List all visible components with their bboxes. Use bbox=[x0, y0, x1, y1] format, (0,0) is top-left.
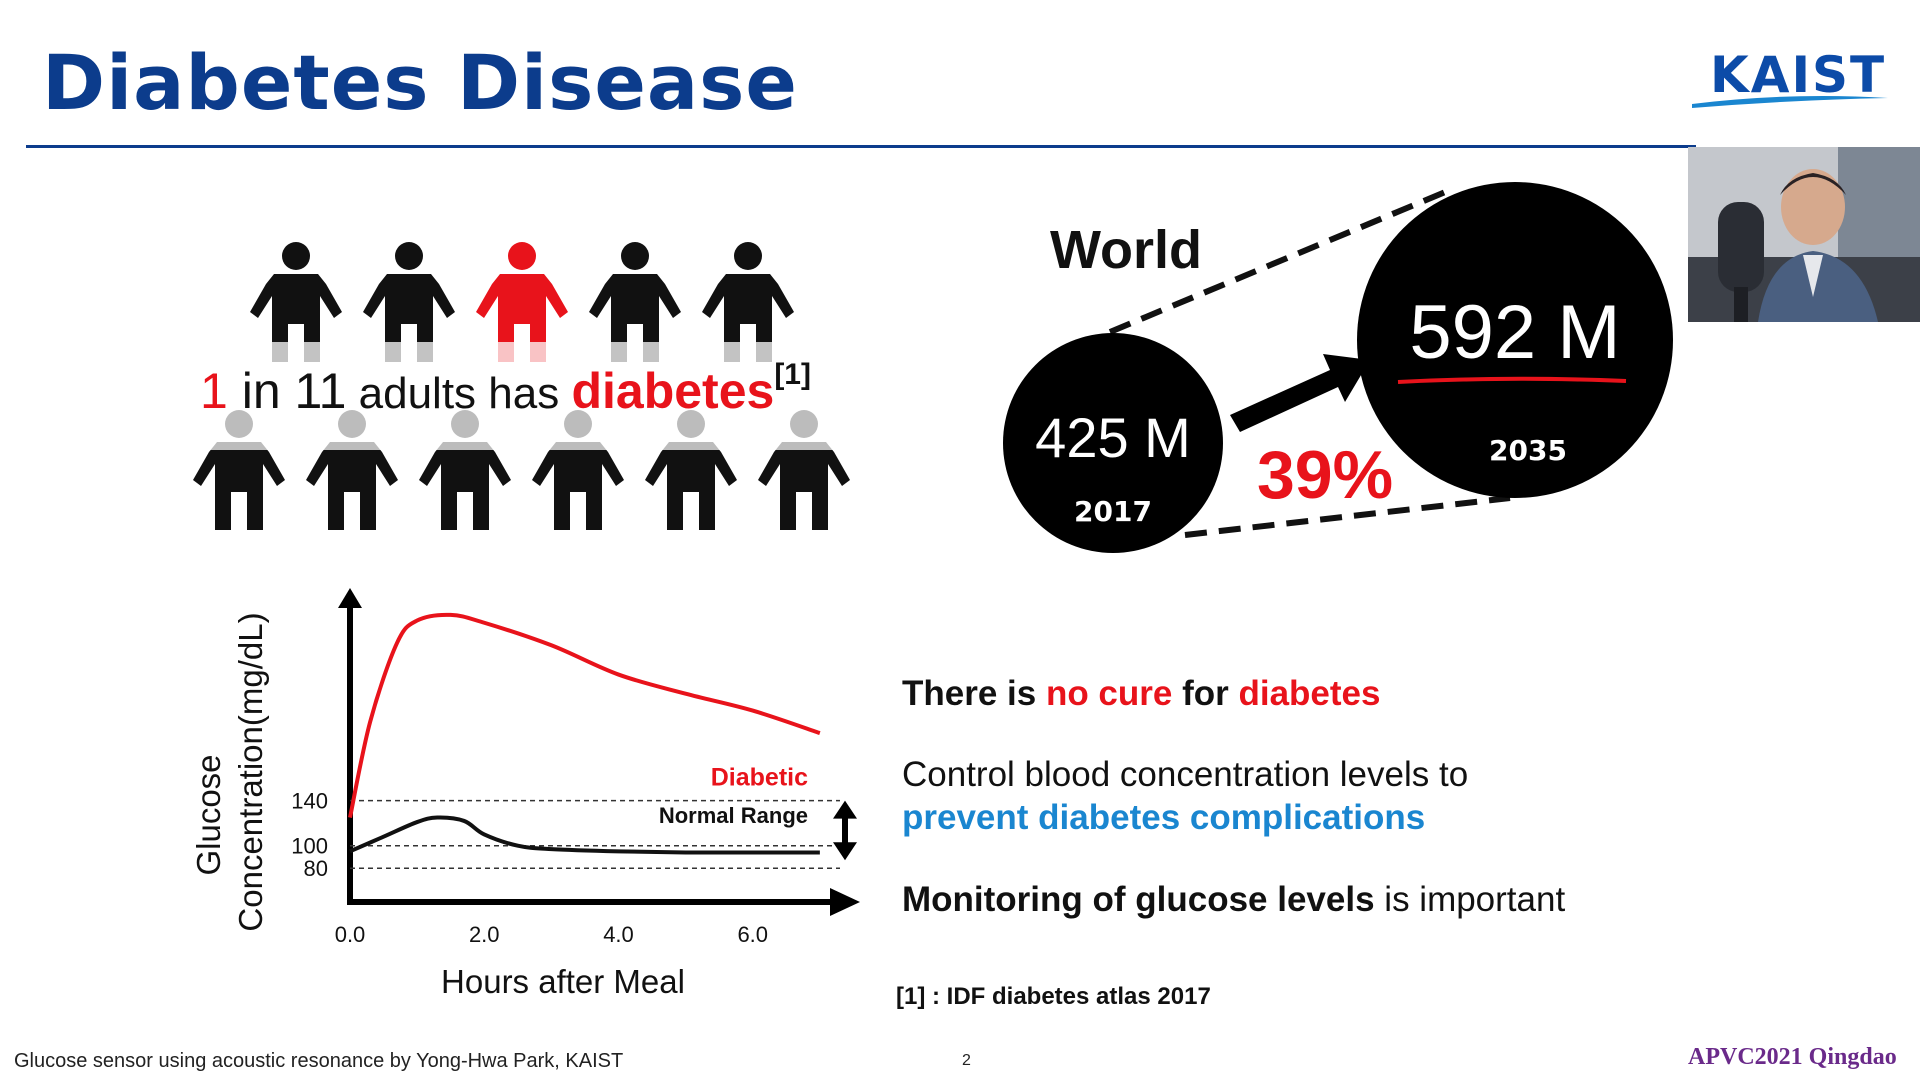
stat-adults-text: adults has bbox=[346, 369, 572, 418]
x-tick-label: 2.0 bbox=[469, 922, 500, 947]
page-number: 2 bbox=[962, 1052, 971, 1069]
year-2035: 2035 bbox=[1489, 434, 1567, 467]
world-label: World bbox=[1050, 220, 1202, 280]
value-2017: 425 M bbox=[1035, 406, 1191, 469]
value-2035: 592 M bbox=[1409, 290, 1620, 375]
x-axis-label: Hours after Meal bbox=[441, 963, 685, 1000]
message-no-cure: There is no cure for diabetes bbox=[902, 674, 1380, 714]
series-line-normal bbox=[349, 815, 820, 855]
kaist-logo: KAIST bbox=[1690, 46, 1890, 110]
msg3-important: is important bbox=[1374, 880, 1566, 919]
x-tick-label: 0.0 bbox=[335, 922, 366, 947]
series-label-diabetic: Diabetic bbox=[711, 764, 808, 792]
circle-2035 bbox=[1357, 182, 1673, 498]
stat-numerator: 1 bbox=[200, 363, 228, 419]
message-control-line2: prevent diabetes complications bbox=[902, 798, 1425, 838]
footer-title: Glucose sensor using acoustic resonance … bbox=[14, 1050, 624, 1072]
y-tick-label: 100 bbox=[291, 834, 328, 859]
title-divider bbox=[26, 145, 1696, 148]
msg1-part-c: for bbox=[1172, 674, 1239, 713]
y-axis-arrow-icon bbox=[338, 588, 362, 608]
underline-2035 bbox=[1397, 376, 1627, 384]
circle-2017 bbox=[1003, 333, 1223, 553]
message-monitoring: Monitoring of glucose levels is importan… bbox=[902, 880, 1565, 920]
year-2017: 2017 bbox=[1074, 495, 1152, 528]
connector-top bbox=[1108, 187, 1452, 335]
series-line-diabetic bbox=[348, 612, 821, 818]
webcam-thumbnail bbox=[1688, 147, 1920, 322]
msg1-no-cure: no cure bbox=[1045, 674, 1173, 713]
msg3-monitoring: Monitoring of glucose levels bbox=[902, 880, 1375, 919]
logo-text: KAIST bbox=[1710, 46, 1887, 104]
presenter-video-icon bbox=[1688, 147, 1920, 322]
stat-reference: [1] bbox=[774, 358, 811, 392]
normal-range-arrow-icon bbox=[833, 800, 857, 861]
x-axis-arrow-icon bbox=[830, 888, 860, 916]
x-tick-label: 4.0 bbox=[603, 922, 634, 947]
diabetes-statistic: 1 in 11 adults has diabetes[1] bbox=[200, 358, 811, 420]
normal-range-label: Normal Range bbox=[659, 803, 808, 828]
stat-highlight: diabetes bbox=[571, 363, 775, 419]
slide-title: Diabetes Disease bbox=[42, 38, 798, 127]
msg1-diabetes: diabetes bbox=[1238, 674, 1381, 713]
message-control-line1: Control blood concentration levels to bbox=[902, 755, 1469, 794]
conference-label: APVC2021 Qingdao bbox=[1688, 1044, 1897, 1070]
y-axis-label-line2: Concentration(mg/dL) bbox=[232, 612, 269, 931]
people-pictogram bbox=[193, 242, 860, 530]
connector-bottom bbox=[1184, 495, 1511, 538]
stat-in-text: in 11 bbox=[227, 363, 347, 419]
msg2-prevent: prevent diabetes complications bbox=[902, 798, 1426, 837]
x-tick-label: 6.0 bbox=[737, 922, 768, 947]
logo-swoosh-icon bbox=[1692, 96, 1888, 108]
world-prevalence-graphic: World 425 M 2017 592 M 2035 39% bbox=[1003, 182, 1673, 553]
growth-percentage: 39% bbox=[1257, 437, 1393, 513]
y-tick-label: 80 bbox=[304, 856, 328, 881]
y-tick-label: 140 bbox=[291, 789, 328, 814]
y-axis-label-line1: Glucose bbox=[190, 754, 227, 875]
growth-arrow-icon bbox=[1230, 354, 1370, 432]
msg1-part-a: There is bbox=[902, 674, 1046, 713]
citation: [1] : IDF diabetes atlas 2017 bbox=[896, 983, 1211, 1010]
